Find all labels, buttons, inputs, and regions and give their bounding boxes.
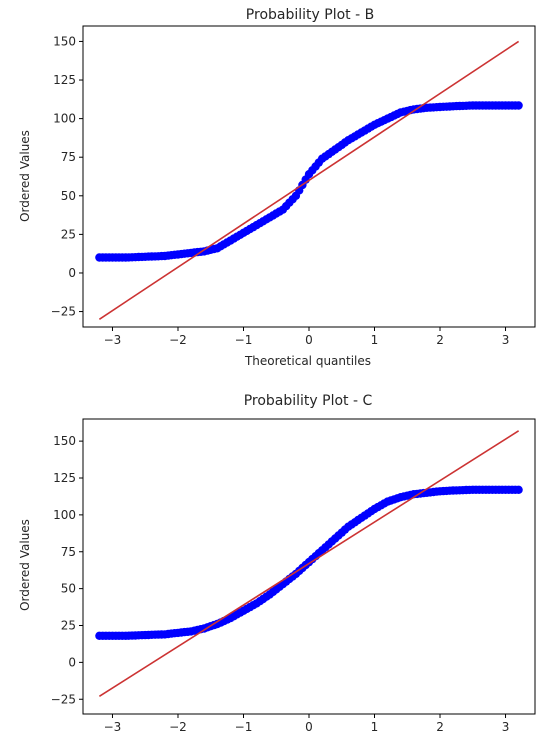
x-tick-label: 2: [436, 333, 444, 347]
x-tick-label: −3: [104, 333, 122, 347]
y-tick-label: 125: [53, 471, 76, 485]
x-tick-label: 1: [371, 333, 379, 347]
y-tick-label: 25: [61, 227, 76, 241]
y-tick-label: 125: [53, 73, 76, 87]
x-tick-label: 2: [436, 720, 444, 734]
y-axis-label: Ordered Values: [18, 519, 32, 611]
data-points: [95, 485, 523, 640]
x-tick-label: −1: [235, 333, 253, 347]
data-points: [95, 101, 523, 262]
y-tick-label: 50: [61, 189, 76, 203]
x-axis-label: Theoretical quantiles: [244, 354, 371, 368]
data-point: [514, 101, 523, 110]
probability-plot-b: Probability Plot - B Ordered Values Theo…: [18, 7, 536, 368]
y-tick-label: 50: [61, 582, 76, 596]
x-tick-label: 3: [502, 333, 510, 347]
data-point: [514, 485, 523, 494]
x-tick-label: 0: [305, 333, 313, 347]
y-tick-label: 25: [61, 619, 76, 633]
x-tick-label: 3: [502, 720, 510, 734]
chart-title: Probability Plot - B: [246, 7, 374, 23]
x-tick-label: −3: [104, 720, 122, 734]
y-tick-label: 0: [68, 655, 76, 669]
y-tick-label: 75: [61, 545, 76, 559]
y-axis-label: Ordered Values: [18, 130, 32, 222]
y-tick-label: 0: [68, 266, 76, 280]
fit-line: [98, 40, 520, 320]
plot-content: −3 −2 −1 0 1 2 3 −25 0 25 50 75 100 125 150: [51, 418, 536, 734]
x-tick-label: 0: [305, 720, 313, 734]
x-tick-label: −1: [235, 720, 253, 734]
probability-plot-c: Probability Plot - C Ordered Values −3 −2…: [18, 393, 536, 734]
y-tick-label: 150: [53, 434, 76, 448]
x-tick-label: 1: [371, 720, 379, 734]
y-tick-label: 75: [61, 150, 76, 164]
y-tick-label: 150: [53, 34, 76, 48]
fit-line: [98, 430, 520, 697]
plot-content: −3 −2 −1 0 1 2 3 −25 0 25 50 75 100 125 150: [51, 25, 536, 347]
chart-title: Probability Plot - C: [244, 393, 373, 409]
x-tick-label: −2: [169, 333, 187, 347]
x-tick-label: −2: [169, 720, 187, 734]
y-tick-label: 100: [53, 112, 76, 126]
y-tick-label: 100: [53, 508, 76, 522]
y-tick-label: −25: [51, 692, 76, 706]
y-tick-label: −25: [51, 305, 76, 319]
